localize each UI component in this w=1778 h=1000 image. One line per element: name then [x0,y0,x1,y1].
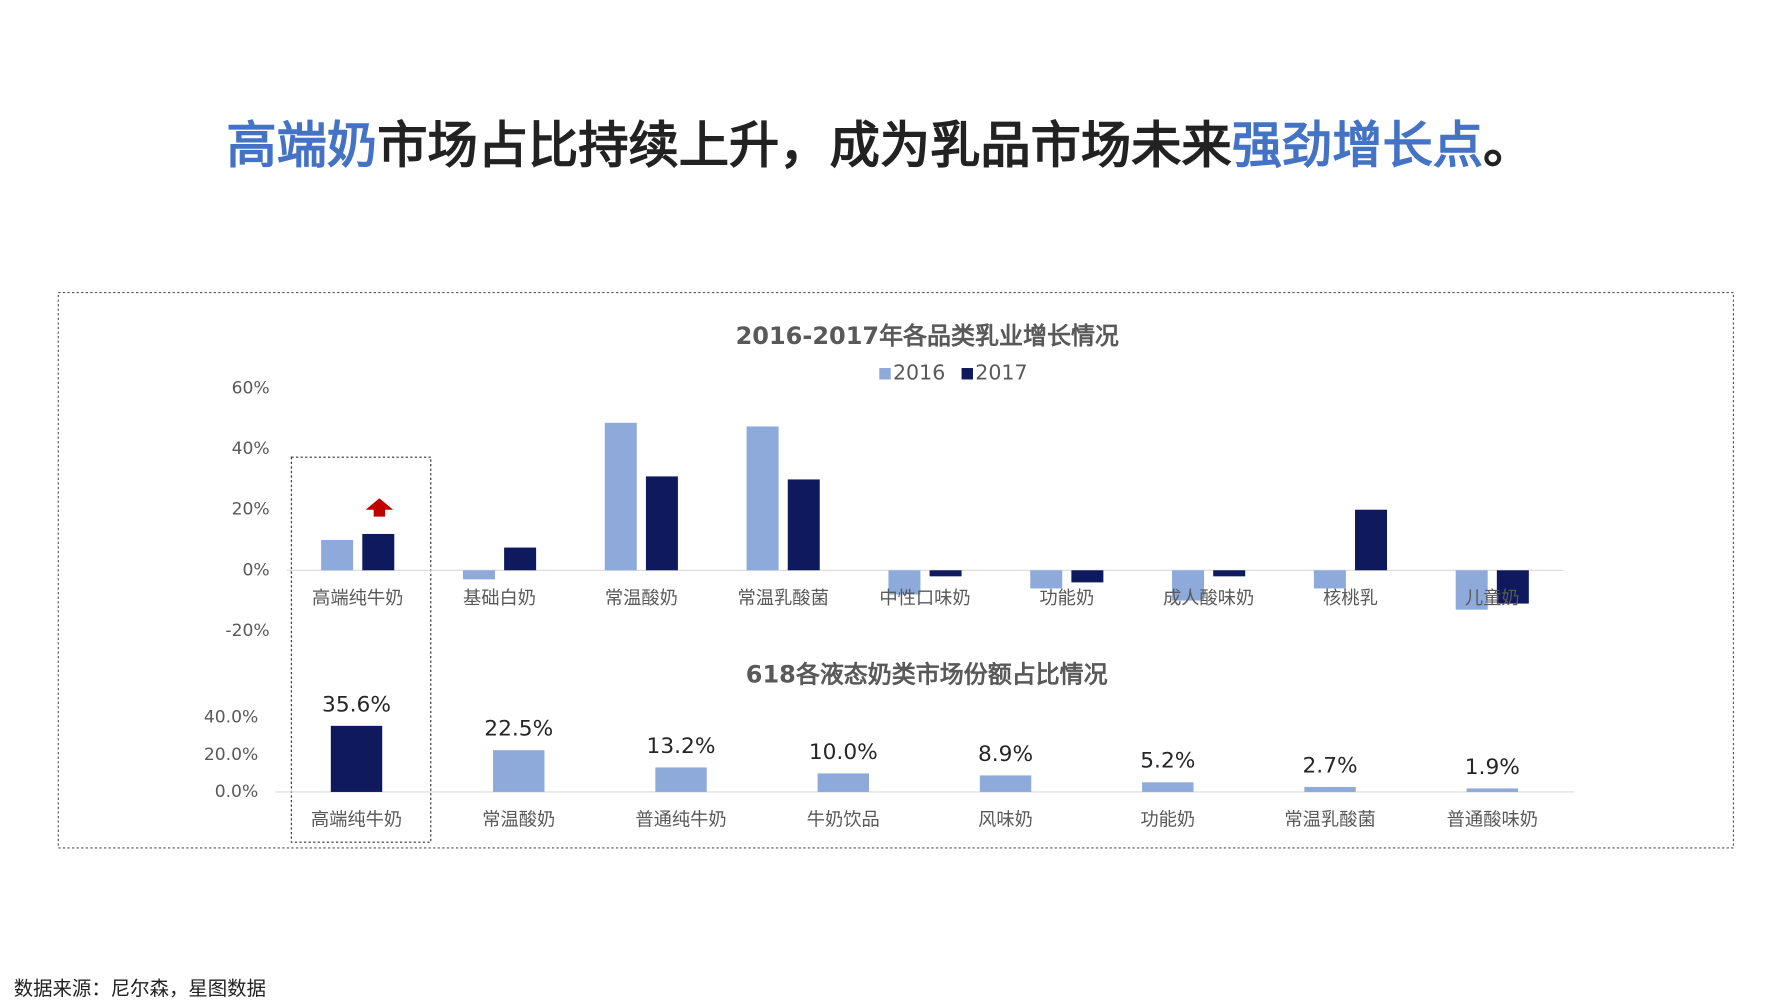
x-tick-label: 核桃乳 [1323,588,1378,609]
headline-part: 强劲增长点 [1232,115,1483,174]
bar [787,479,820,571]
headline-part: 市场占比持续上升，成为乳品市场未来 [377,115,1232,174]
y-tick-label: 40.0% [204,708,258,728]
bar [929,570,962,577]
chart-title: 618各液态奶类市场份额占比情况 [746,660,1108,688]
bar [1355,509,1388,571]
bar [1071,570,1104,583]
legend-label: 2017 [975,361,1027,385]
x-tick-label: 风味奶 [978,810,1033,831]
bar [462,570,495,580]
bar [1455,570,1488,610]
x-tick-label: 常温乳酸菌 [738,588,829,609]
bar [1213,570,1246,577]
legend-swatch [961,368,973,380]
x-tick-label: 常温乳酸菌 [1284,810,1375,831]
x-tick-label: 功能奶 [1140,810,1195,831]
bar [979,775,1032,792]
bar [746,426,779,571]
value-label: 8.9% [978,742,1033,767]
headline-part: 高端奶 [226,115,377,174]
bar [1496,570,1529,604]
x-tick-label: 基础白奶 [463,588,536,609]
y-tick-label: -20% [225,621,269,641]
y-tick-label: 20% [232,500,270,520]
x-tick-label: 儿童奶 [1465,588,1520,609]
y-tick-label: 40% [232,439,270,459]
value-label: 10.0% [809,740,878,765]
bar [1466,788,1519,792]
bar [655,767,707,792]
bar [604,422,637,571]
x-tick-label: 常温酸奶 [482,810,555,831]
x-tick-label: 普通酸味奶 [1447,810,1538,831]
bar [645,476,678,571]
chart-title: 2016-2017年各品类乳业增长情况 [736,322,1119,350]
value-label: 35.6% [322,692,391,717]
chart-frame [57,292,1735,849]
x-tick-label: 成人酸味奶 [1163,588,1254,609]
value-label: 13.2% [647,734,716,759]
bar [1304,786,1356,792]
bar [817,773,870,792]
headline: 高端奶市场占比持续上升，成为乳品市场未来强劲增长点。 [226,115,1533,174]
y-tick-label: 60% [232,379,270,399]
source-note: 数据来源：尼尔森，星图数据 [14,977,266,1000]
bar [888,570,921,595]
bar [330,725,383,792]
value-label: 5.2% [1140,749,1195,774]
y-tick-label: 20.0% [204,745,258,765]
bar [1142,782,1194,792]
bar [362,533,395,571]
legend-swatch [879,368,891,380]
highlight-frame [290,456,432,843]
bar [504,547,537,571]
value-label: 2.7% [1303,753,1358,778]
y-tick-label: 0% [242,560,269,580]
x-tick-label: 功能奶 [1039,588,1094,609]
x-tick-label: 中性口味奶 [879,588,970,609]
value-label: 22.5% [484,717,553,742]
x-tick-label: 牛奶饮品 [807,810,880,831]
x-tick-label: 普通纯牛奶 [635,810,726,831]
legend-label: 2016 [893,361,945,385]
headline-part: 。 [1483,115,1533,174]
x-tick-label: 常温酸奶 [605,588,678,609]
value-label: 1.9% [1465,755,1520,780]
bar [321,539,354,571]
y-tick-label: 0.0% [215,782,259,802]
bar [1313,570,1346,589]
x-tick-label: 高端纯牛奶 [311,810,402,831]
x-tick-label: 高端纯牛奶 [312,588,403,609]
bar [1030,570,1063,589]
bar [1172,570,1205,601]
up-arrow [365,498,394,517]
bar [493,750,545,792]
